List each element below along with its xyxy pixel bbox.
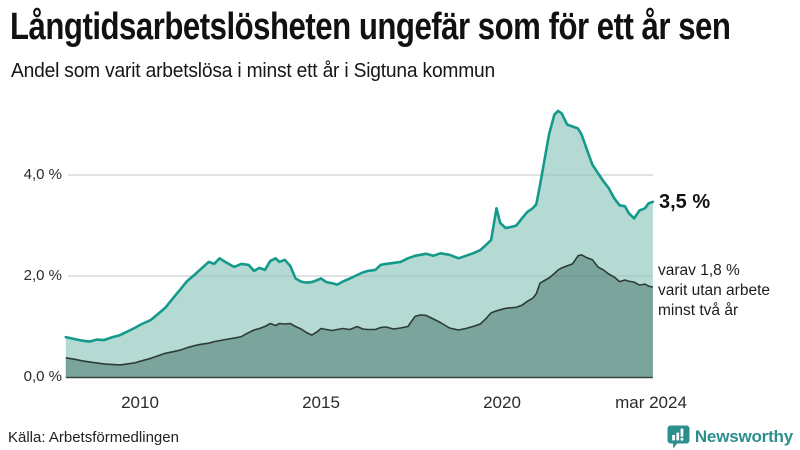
newsworthy-logo-text: Newsworthy: [694, 427, 793, 446]
source-label: Källa: Arbetsförmedlingen: [8, 429, 179, 446]
line-two-year: [65, 254, 654, 366]
newsworthy-logo: Newsworthy: [666, 424, 793, 450]
area-fill-two-year: [65, 254, 653, 377]
chart-subtitle: Andel som varit arbetslösa i minst ett å…: [11, 60, 496, 82]
two-year-annotation-line3: minst två år: [658, 302, 739, 319]
y-axis-tick-4: 4,0 %: [23, 166, 62, 183]
x-axis-tick-2020: 2020: [483, 393, 521, 412]
x-axis-tick-2015: 2015: [302, 393, 340, 412]
y-axis-tick-0: 0,0 %: [23, 368, 62, 385]
line-one-year: [64, 109, 655, 343]
y-axis-tick-2: 2,0 %: [23, 267, 62, 284]
page-title: Långtidsarbetslösheten ungefär som för e…: [10, 6, 731, 48]
x-axis-tick-2010: 2010: [121, 393, 159, 412]
two-year-annotation-line1: varav 1,8 %: [658, 262, 740, 279]
two-year-annotation: varav 1,8 % varit utan arbete minst två …: [658, 261, 770, 321]
x-axis-tick-mar-2024: mar 2024: [615, 393, 687, 412]
two-year-annotation-line2: varit utan arbete: [658, 282, 771, 299]
latest-value-label: 3,5 %: [659, 191, 711, 213]
newsworthy-logo-icon: [667, 425, 690, 449]
